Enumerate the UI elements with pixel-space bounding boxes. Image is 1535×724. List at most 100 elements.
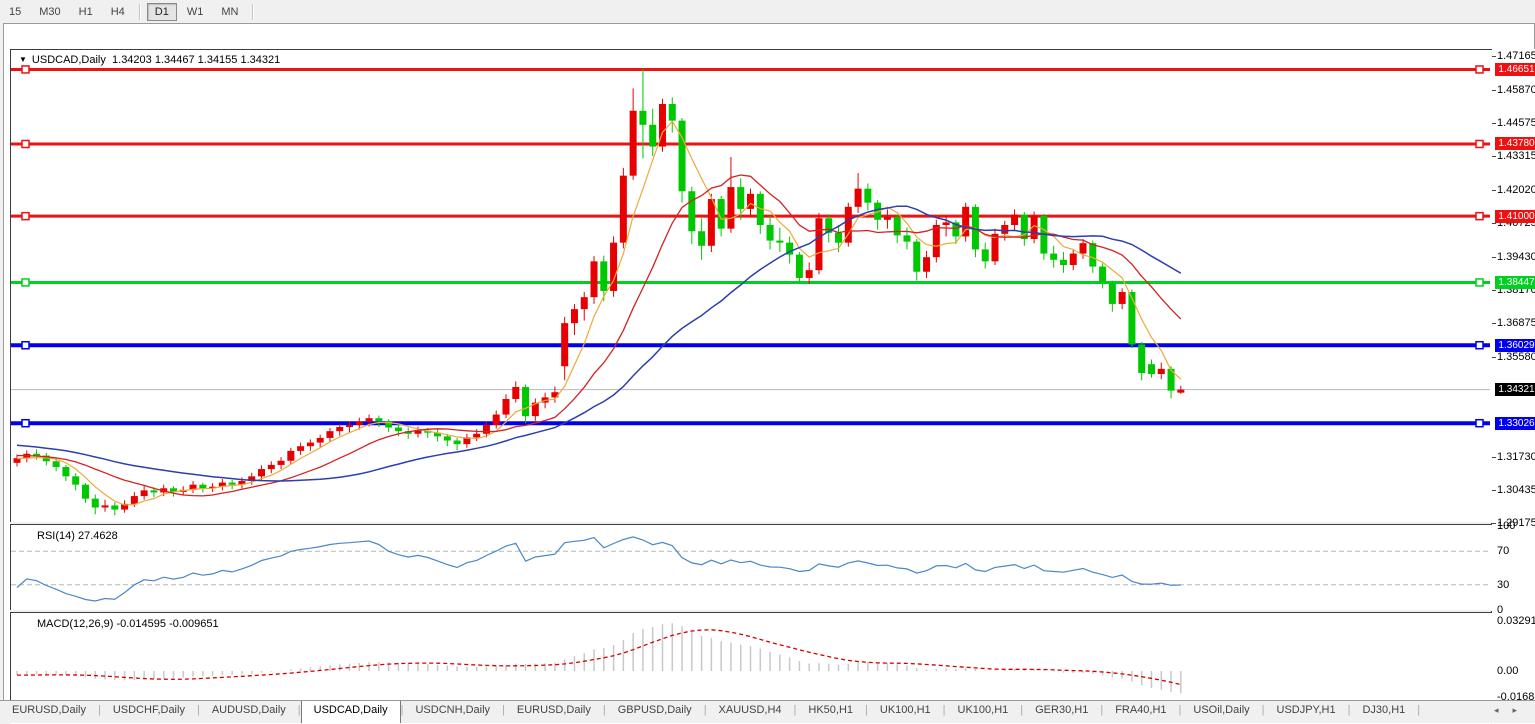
chart-window: ▼ USDCAD,Daily 1.34203 1.34467 1.34155 1.… <box>3 23 1535 724</box>
macd-signal-line <box>17 629 1181 686</box>
timeframe-button-d1[interactable]: D1 <box>146 2 177 21</box>
macd-canvas[interactable] <box>11 613 1490 701</box>
price-level-badge: 1.34321 <box>1495 383 1535 397</box>
toolbar-separator <box>138 3 141 20</box>
chart-tab-usdjpy-h1[interactable]: USDJPY,H1 <box>1276 704 1336 716</box>
chart-tab-usoil-daily[interactable]: USOil,Daily <box>1193 704 1250 716</box>
ma-line-fast[interactable] <box>16 120 1182 506</box>
price-axis-label: 1.43315 <box>1497 150 1535 163</box>
pane-divider[interactable] <box>10 610 1491 612</box>
chart-tab-usdchf-daily[interactable]: USDCHF,Daily <box>112 704 185 716</box>
ma-line-slow[interactable] <box>16 205 1182 482</box>
chart-tab-audusd-daily[interactable]: AUDUSD,Daily <box>211 704 286 716</box>
macd-axis-label: 0.03291 <box>1497 614 1535 627</box>
line-handle[interactable] <box>21 340 30 350</box>
price-axis-label: 1.45870 <box>1497 83 1535 96</box>
chart-tab-eurusd-daily[interactable]: EURUSD,Daily <box>516 704 591 716</box>
tab-separator: | <box>400 704 404 716</box>
price-axis-label: 1.39430 <box>1497 250 1535 263</box>
tab-separator: | <box>865 704 868 716</box>
timeframe-button-h4[interactable]: H4 <box>110 5 125 18</box>
ma-line-mid[interactable] <box>16 174 1182 497</box>
tab-separator: | <box>703 704 707 716</box>
tab-separator: | <box>1020 704 1024 716</box>
axis-tick-mark <box>1492 490 1496 492</box>
line-handle[interactable] <box>1475 211 1484 221</box>
timeframe-button-w1[interactable]: W1 <box>186 5 204 18</box>
tab-separator: | <box>1347 704 1351 716</box>
price-axis[interactable]: 1.47165 1.45870 1.44575 1.43315 1.42020 1.407… <box>1492 49 1535 724</box>
chart-tab-dj30-h1[interactable]: DJ30,H1 <box>1362 704 1406 716</box>
price-level-badge: 1.38447 <box>1495 275 1535 289</box>
tab-separator: | <box>97 704 101 716</box>
chart-tab-usdcad-daily[interactable]: USDCAD,Daily <box>300 701 401 723</box>
tab-scroll-left-icon[interactable]: ◂ <box>1493 705 1499 715</box>
tab-separator: | <box>793 704 797 716</box>
rsi-axis-label: 100 <box>1497 520 1516 532</box>
axis-tick-mark <box>1492 256 1496 258</box>
rsi-canvas[interactable] <box>11 525 1490 609</box>
timeframe-toolbar: 15 M30 H1 H4 D1 W1 MN <box>0 0 1535 23</box>
price-axis-label: 1.36875 <box>1497 317 1535 330</box>
price-chart-canvas[interactable] <box>11 50 1490 521</box>
timeframe-button-mn[interactable]: MN <box>221 5 239 18</box>
price-axis-label: 1.30435 <box>1497 484 1535 497</box>
line-handle[interactable] <box>1475 340 1484 350</box>
axis-tick-mark <box>1492 323 1496 325</box>
rsi-indicator-pane[interactable]: RSI(14) 27.4628 <box>10 524 1493 612</box>
chart-tab-gbpusd-daily[interactable]: GBPUSD,Daily <box>617 704 692 716</box>
tab-separator: | <box>502 704 505 716</box>
axis-tick-mark <box>1492 356 1496 358</box>
line-handle[interactable] <box>1475 418 1484 428</box>
tab-separator: | <box>196 704 200 716</box>
line-handle[interactable] <box>1475 139 1484 149</box>
line-handle[interactable] <box>1475 278 1484 287</box>
price-level-badge: 1.43780 <box>1495 137 1535 151</box>
axis-tick-mark <box>1492 189 1496 191</box>
tab-separator: | <box>1417 704 1421 716</box>
chart-tab-uk100-h1[interactable]: UK100,H1 <box>957 704 1009 716</box>
chart-tab-bar: EURUSD,Daily | USDCHF,Daily | AUDUSD,Daily | U… <box>0 700 1535 723</box>
tab-separator: | <box>942 704 946 716</box>
chart-tab-hk50-h1[interactable]: HK50,H1 <box>808 704 854 716</box>
line-handle[interactable] <box>21 418 30 428</box>
toolbar-separator <box>252 3 255 20</box>
price-chart-pane[interactable]: ▼ USDCAD,Daily 1.34203 1.34467 1.34155 1.… <box>10 49 1493 524</box>
chart-tab-eurusd-daily[interactable]: EURUSD,Daily <box>12 704 86 716</box>
line-handle[interactable] <box>21 211 30 221</box>
rsi-label: RSI(14) 27.4628 <box>37 530 118 542</box>
chart-tab-uk100-h1[interactable]: UK100,H1 <box>879 704 931 716</box>
price-level-badge: 1.36029 <box>1495 338 1535 352</box>
price-level-badge: 1.46651 <box>1495 62 1535 76</box>
timeframe-button-m30[interactable]: M30 <box>39 5 61 18</box>
chart-tab-ger30-h1[interactable]: GER30,H1 <box>1035 704 1089 716</box>
chart-ohlc-values: 1.34203 1.34467 1.34155 1.34321 <box>112 54 281 66</box>
price-level-badge: 1.41000 <box>1495 209 1535 223</box>
tab-separator: | <box>1178 704 1182 716</box>
rsi-line <box>16 536 1181 602</box>
pane-divider[interactable] <box>10 522 1491 524</box>
timeframe-button-h1[interactable]: H1 <box>78 5 93 18</box>
tab-separator: | <box>602 704 606 716</box>
chart-tab-usdcnh-daily[interactable]: USDCNH,Daily <box>415 704 491 716</box>
line-handle[interactable] <box>1475 65 1484 74</box>
timeframe-button-15[interactable]: 15 <box>9 5 22 18</box>
chart-tab-fra40-h1[interactable]: FRA40,H1 <box>1115 704 1167 716</box>
rsi-axis-label: 30 <box>1497 578 1510 591</box>
line-handle[interactable] <box>21 65 30 74</box>
macd-indicator-pane[interactable]: MACD(12,26,9) -0.014595 -0.009651 <box>10 612 1493 704</box>
price-axis-label: 1.47165 <box>1497 50 1535 63</box>
tab-separator: | <box>297 704 301 716</box>
chart-tab-xauusd-h4[interactable]: XAUUSD,H4 <box>718 704 782 716</box>
chart-symbol-label: USDCAD,Daily <box>31 54 106 66</box>
axis-tick-mark <box>1492 289 1496 291</box>
line-handle[interactable] <box>21 139 30 149</box>
tab-separator: | <box>1100 704 1104 716</box>
axis-tick-mark <box>1492 523 1496 525</box>
line-handle[interactable] <box>21 278 30 287</box>
price-axis-label: 1.31730 <box>1497 450 1535 463</box>
macd-axis-label: -0.016857 <box>1497 690 1535 703</box>
chart-title: ▼ USDCAD,Daily 1.34203 1.34467 1.34155 1.… <box>19 54 280 66</box>
tab-scroll-right-icon[interactable]: ▸ <box>1512 705 1517 715</box>
collapse-triangle-icon[interactable]: ▼ <box>19 55 27 64</box>
